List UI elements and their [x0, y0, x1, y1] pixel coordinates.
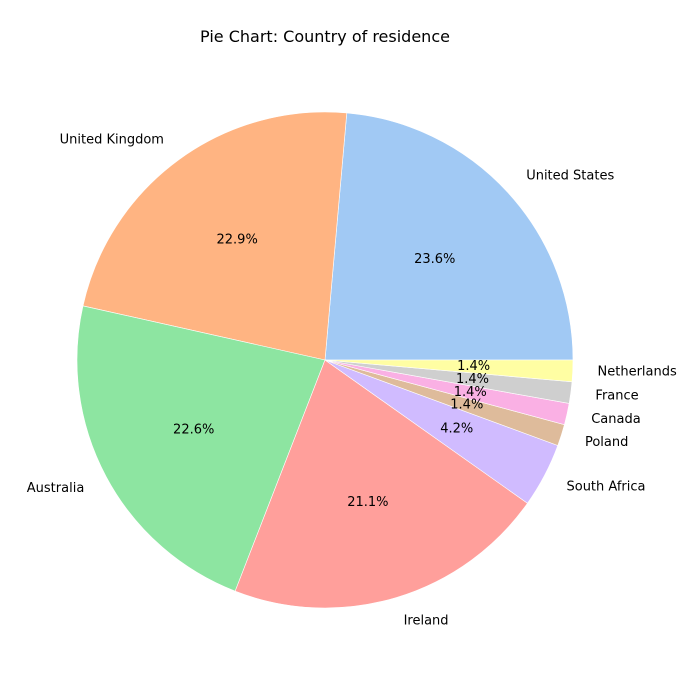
percent-label-united-states: 23.6% — [414, 252, 455, 267]
chart-title: Pie Chart: Country of residence — [200, 27, 450, 46]
category-label-united-kingdom: United Kingdom — [60, 132, 164, 147]
pie-slice-australia — [76, 305, 326, 592]
labels-layer: United States 23.6% United Kingdom 22.9% Aus… — [27, 132, 677, 628]
percent-label-ireland: 21.1% — [347, 495, 388, 510]
pie-slice-netherlands — [324, 359, 574, 383]
percent-label-south-africa: 4.2% — [440, 422, 473, 437]
percent-label-netherlands: 1.4% — [457, 359, 490, 374]
percent-label-france: 1.4% — [456, 372, 489, 387]
category-label-south-africa: South Africa — [566, 479, 645, 494]
slices-layer — [76, 111, 574, 609]
pie-slice-united-states — [324, 112, 574, 361]
percent-label-poland: 1.4% — [450, 398, 483, 413]
percent-label-united-kingdom: 22.9% — [217, 232, 258, 247]
category-label-ireland: Ireland — [404, 614, 449, 629]
percent-label-canada: 1.4% — [454, 385, 487, 400]
category-label-poland: Poland — [585, 435, 628, 450]
category-label-france: France — [595, 388, 638, 403]
percent-label-australia: 22.6% — [173, 423, 214, 438]
pie-slice-ireland — [234, 359, 528, 609]
category-label-netherlands: Netherlands — [598, 364, 677, 379]
pie-slice-united-kingdom — [82, 111, 348, 361]
category-label-canada: Canada — [591, 412, 640, 427]
category-label-united-states: United States — [526, 168, 614, 183]
category-label-australia: Australia — [27, 481, 85, 496]
